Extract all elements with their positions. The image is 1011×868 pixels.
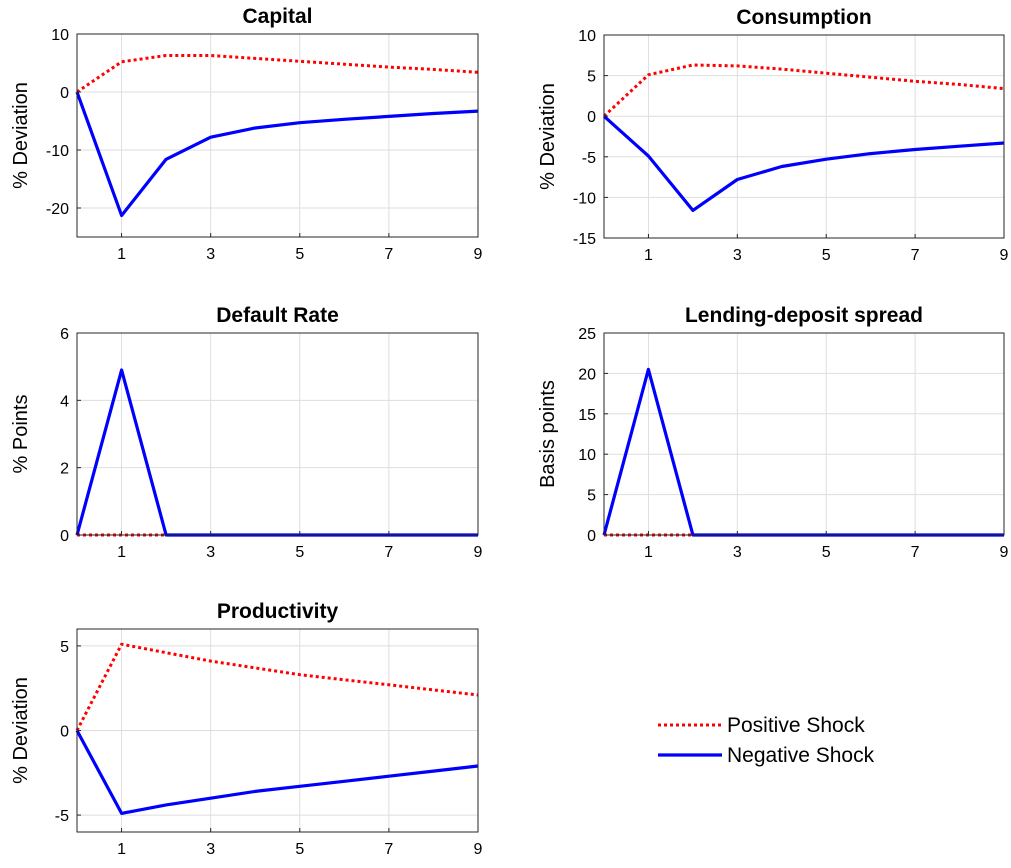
y-tick-label: 0 [60,528,69,545]
x-tick-label: 7 [911,247,920,264]
axes-frame [603,332,1005,536]
y-tick-label: 6 [60,326,69,343]
x-tick-label: 7 [911,544,920,561]
y-tick-label: 2 [60,461,69,478]
x-tick-label: 9 [1000,544,1009,561]
x-tick-label: 9 [474,544,483,561]
x-tick-label: 3 [206,544,215,561]
panel-lending-deposit-spread: 1 3 5 7 9 0 5 10 15 20 25 Lending-deposit spread Bas… [537,304,1009,561]
y-tick-label: -5 [55,808,69,825]
y-axis-label: % Deviation [10,82,32,189]
legend-label-positive-shock: Positive Shock [727,714,865,737]
y-tick-label: 15 [578,407,596,424]
series-negative-shock-line [602,115,1005,212]
y-tick-label: -5 [582,150,596,167]
legend-label-negative-shock: Negative Shock [727,744,875,767]
x-tick-label: 3 [733,544,742,561]
y-tick-label: -10 [573,190,596,207]
x-tick-label: 3 [733,247,742,264]
panel-title: Capital [242,5,312,28]
panel-title: Consumption [736,6,871,29]
plot-area [604,35,1004,238]
y-axis-label: Basis points [537,380,559,488]
y-tick-label: -15 [573,231,596,248]
panel-capital: 1 3 5 7 9 -20 -10 0 10 Capital % Deviation [10,5,483,263]
x-tick-label: 7 [384,841,393,858]
x-tick-label: 5 [822,544,831,561]
axes-frame [76,33,479,238]
x-tick-label: 1 [117,544,126,561]
y-tick-label: -10 [46,143,69,160]
series-positive-shock-line [75,642,479,732]
y-axis-label: % Deviation [537,83,559,190]
x-tick-label: 9 [1000,247,1009,264]
x-tick-label: 9 [474,841,483,858]
x-tick-label: 1 [644,544,653,561]
x-tick-label: 7 [384,544,393,561]
y-tick-label: 5 [587,488,596,505]
panel-productivity: 1 3 5 7 9 -5 0 5 Productivity % Deviation [10,600,483,858]
axes-frame [76,332,479,536]
y-tick-label: 0 [60,724,69,741]
x-tick-label: 5 [295,544,304,561]
y-tick-label: 20 [578,366,596,383]
plot-area [77,34,478,237]
y-tick-label: -20 [46,201,69,218]
y-tick-label: 25 [578,326,596,343]
x-tick-label: 3 [206,841,215,858]
y-tick-label: 5 [60,639,69,656]
x-tick-label: 5 [822,247,831,264]
y-tick-label: 0 [587,528,596,545]
axes-frame [603,34,1005,239]
panel-title: Default Rate [216,304,339,327]
y-axis-label: % Points [10,395,32,474]
x-tick-label: 7 [384,246,393,263]
y-tick-label: 10 [578,447,596,464]
y-tick-label: 10 [578,28,596,45]
series-negative-shock-line [75,729,479,816]
series-positive-shock-line [602,63,1005,118]
y-tick-label: 0 [60,85,69,102]
panel-title: Productivity [217,600,339,623]
x-tick-label: 9 [474,246,483,263]
y-tick-label: 5 [587,69,596,86]
panel-title: Lending-deposit spread [685,304,923,327]
plot-area [604,333,1004,535]
x-tick-label: 5 [295,246,304,263]
series-positive-shock-line [76,54,479,94]
plot-area [77,333,478,535]
y-tick-label: 10 [51,27,69,44]
legend: Positive Shock Negative Shock [658,714,875,767]
panel-default-rate: 1 3 5 7 9 0 2 4 6 Default Rate % Points [10,304,483,561]
series-negative-shock-line [75,91,479,218]
x-tick-label: 5 [295,841,304,858]
x-tick-label: 1 [117,246,126,263]
y-tick-label: 4 [60,393,69,410]
y-tick-label: 0 [587,109,596,126]
y-axis-label: % Deviation [10,677,32,784]
x-tick-label: 1 [117,841,126,858]
x-tick-label: 3 [206,246,215,263]
x-tick-label: 1 [644,247,653,264]
panel-consumption: 1 3 5 7 9 -15 -10 -5 0 5 10 Consumption % Deviation [537,6,1009,264]
